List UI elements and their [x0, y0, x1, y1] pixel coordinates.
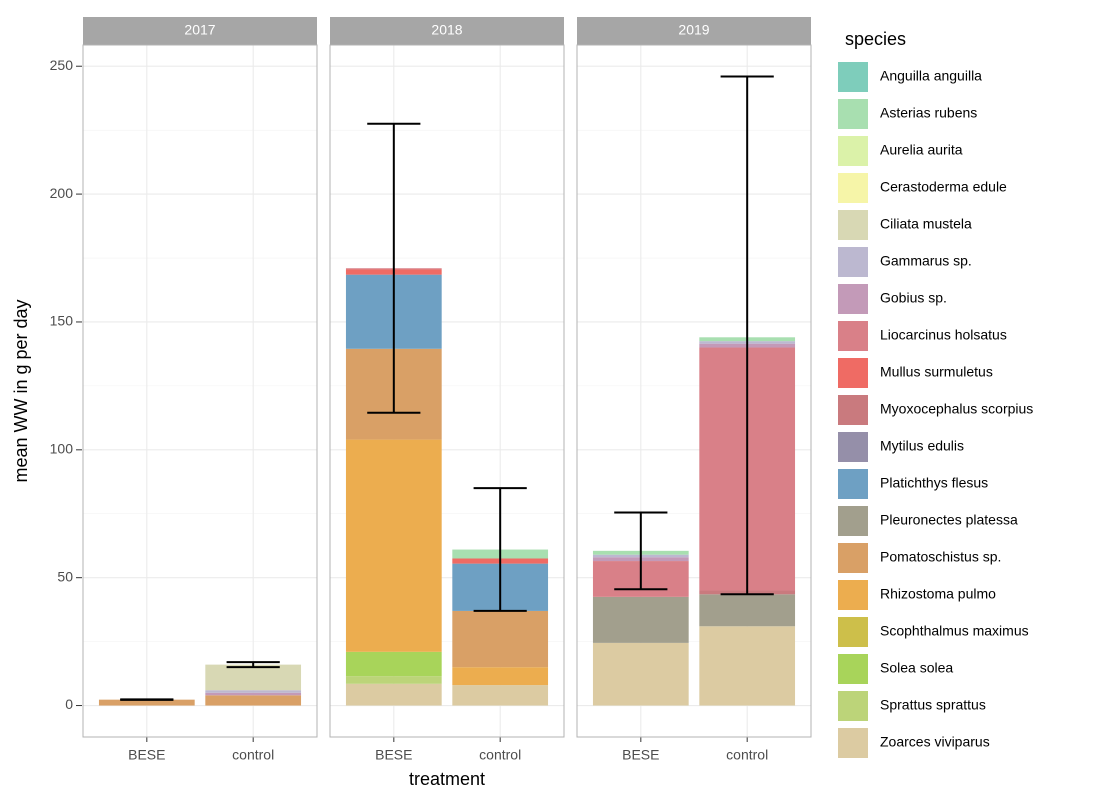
legend-label: Solea solea — [880, 660, 953, 676]
legend-key — [838, 210, 868, 240]
legend-title: species — [845, 29, 906, 49]
legend-key — [838, 358, 868, 388]
legend-key — [838, 543, 868, 573]
legend-key — [838, 247, 868, 277]
y-axis-label: mean WW in g per day — [11, 299, 31, 482]
strip — [330, 17, 564, 45]
x-tick-label: BESE — [622, 747, 659, 763]
legend-label: Zoarces viviparus — [880, 734, 990, 750]
x-tick-label: BESE — [375, 747, 412, 763]
legend-label: Aurelia aurita — [880, 142, 963, 158]
bar-segment — [452, 610, 549, 668]
legend-label: Gammarus sp. — [880, 253, 972, 269]
panel-background — [83, 45, 317, 737]
legend-label: Sprattus sprattus — [880, 697, 986, 713]
bar-segment — [205, 690, 302, 693]
legend-key — [838, 136, 868, 166]
legend-key — [838, 432, 868, 462]
strip-label: 2019 — [678, 22, 709, 38]
panel-border — [576, 44, 812, 738]
y-tick-label: 150 — [50, 313, 74, 329]
legend-key — [838, 469, 868, 499]
bar-segment — [592, 596, 689, 643]
y-tick-label: 50 — [57, 568, 73, 584]
legend-key — [838, 173, 868, 203]
bar-segment — [699, 594, 796, 627]
strip — [83, 17, 317, 45]
y-tick-label: 0 — [65, 696, 73, 712]
bar-segment — [592, 642, 689, 706]
legend-key — [838, 321, 868, 351]
bar-segment — [345, 651, 442, 677]
legend-label: Mullus surmuletus — [880, 364, 993, 380]
legend-label: Asterias rubens — [880, 105, 977, 121]
bar-segment — [452, 685, 549, 706]
legend-key — [838, 62, 868, 92]
legend-key — [838, 617, 868, 647]
legend-label: Pomatoschistus sp. — [880, 549, 1001, 565]
legend-label: Scophthalmus maximus — [880, 623, 1029, 639]
strip-label: 2017 — [184, 22, 215, 38]
legend-key — [838, 728, 868, 758]
y-tick-label: 100 — [50, 441, 74, 457]
legend-label: Pleuronectes platessa — [880, 512, 1018, 528]
x-tick-label: control — [232, 747, 274, 763]
bar-segment — [205, 695, 302, 706]
legend-key — [838, 654, 868, 684]
bar-segment — [345, 439, 442, 652]
legend-label: Gobius sp. — [880, 290, 947, 306]
legend-key — [838, 580, 868, 610]
bar-segment — [205, 664, 302, 691]
legend-label: Platichthys flesus — [880, 475, 988, 491]
strip-label: 2018 — [431, 22, 462, 38]
panel-border — [329, 44, 565, 738]
legend-label: Rhizostoma pulmo — [880, 586, 996, 602]
error-bar — [720, 75, 774, 596]
error-bar — [226, 661, 280, 669]
legend-label: Mytilus edulis — [880, 438, 964, 454]
bar-segment — [98, 699, 195, 706]
panel-border — [82, 44, 318, 738]
x-tick-label: control — [726, 747, 768, 763]
legend-label: Cerastoderma edule — [880, 179, 1007, 195]
x-tick-label: control — [479, 747, 521, 763]
legend-key — [838, 395, 868, 425]
legend-label: Liocarcinus holsatus — [880, 327, 1007, 343]
error-bar — [473, 487, 527, 612]
bar-segment — [345, 676, 442, 684]
error-bar — [120, 698, 174, 701]
x-axis-label: treatment — [409, 769, 485, 789]
x-tick-label: BESE — [128, 747, 165, 763]
legend-key — [838, 691, 868, 721]
y-tick-label: 200 — [50, 185, 74, 201]
legend-key — [838, 506, 868, 536]
error-bar — [614, 511, 668, 591]
legend-label: Myoxocephalus scorpius — [880, 401, 1033, 417]
legend-label: Ciliata mustela — [880, 216, 972, 232]
bar-segment — [452, 667, 549, 686]
error-bar — [367, 122, 421, 414]
legend-label: Anguilla anguilla — [880, 68, 982, 84]
bar-segment — [205, 692, 302, 696]
y-tick-label: 250 — [50, 57, 74, 73]
strip — [577, 17, 811, 45]
legend-key — [838, 99, 868, 129]
bar-segment — [345, 683, 442, 706]
bar-segment — [699, 626, 796, 706]
legend-key — [838, 284, 868, 314]
